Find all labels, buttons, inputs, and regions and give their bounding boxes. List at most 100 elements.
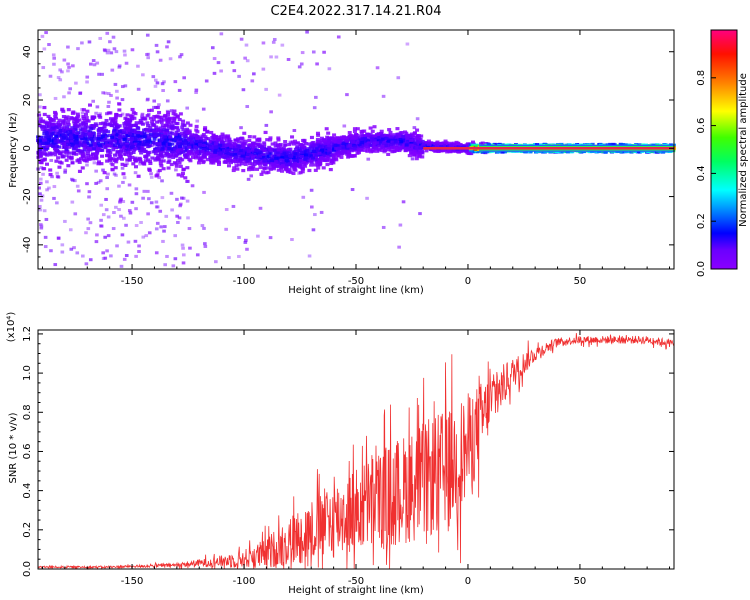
spectrogram-band-pixel — [114, 146, 119, 150]
spectrogram-noise-pixel — [153, 84, 158, 88]
spectrogram-band-pixel — [268, 157, 273, 161]
spectrogram-band-pixel — [226, 134, 231, 138]
spectrogram-band-pixel — [122, 130, 127, 134]
spectrogram-band-pixel — [96, 162, 101, 166]
spectrogram-band-pixel — [294, 150, 299, 154]
spectrogram-band-pixel — [74, 152, 79, 156]
spectrogram-band-pixel — [291, 142, 296, 146]
spectrogram-band-pixel — [404, 131, 409, 135]
spectrogram-noise-pixel — [397, 245, 401, 249]
spectrogram-band-pixel — [129, 151, 134, 155]
spectrogram-noise-pixel — [87, 195, 91, 199]
spectrogram-noise-pixel — [165, 99, 170, 103]
spectrogram-noise-pixel — [350, 188, 355, 192]
spectrogram-band-pixel — [98, 115, 103, 119]
spectrogram-band-pixel — [113, 119, 118, 123]
spectrogram-band-pixel — [284, 163, 289, 167]
spectrogram-band-pixel — [175, 149, 180, 153]
spectrogram-band-pixel — [492, 142, 497, 147]
spectrogram-noise-pixel — [415, 117, 420, 121]
spectrogram-noise-pixel — [44, 31, 48, 35]
spectrogram-band-pixel — [205, 142, 210, 146]
spectrogram-band-pixel — [397, 132, 402, 136]
spectrogram-band-pixel — [92, 143, 97, 147]
spectrogram-band-pixel — [252, 135, 257, 139]
spectrogram-band-pixel — [132, 123, 137, 127]
spectrogram-band-pixel — [618, 142, 623, 147]
spectrogram-noise-pixel — [120, 85, 125, 89]
spectrogram-band-pixel — [302, 140, 307, 144]
spectrogram-band-pixel — [152, 129, 157, 133]
spectrogram-band-pixel — [372, 125, 377, 129]
spectrogram-band-pixel — [150, 156, 155, 160]
spectrogram-band-pixel — [225, 154, 230, 158]
spectrogram-band-pixel — [47, 132, 52, 136]
spectrogram-noise-pixel — [63, 168, 68, 172]
spectrogram-band-pixel — [72, 133, 77, 138]
spectrogram-band-pixel — [177, 144, 182, 149]
spectrogram-band-pixel — [121, 142, 126, 146]
spectrogram-noise-pixel — [307, 254, 312, 258]
spectrogram-band-pixel — [356, 136, 361, 140]
spectrogram-band-pixel — [122, 137, 127, 141]
spectrogram-band-pixel — [398, 134, 403, 138]
spectrogram-band-pixel — [347, 134, 352, 138]
spectrogram-noise-pixel — [105, 51, 110, 55]
spectrogram-band-pixel — [147, 150, 152, 155]
spectrogram-band-pixel — [165, 135, 170, 140]
spectrogram-band-pixel — [111, 157, 116, 161]
spectrogram-band-pixel — [157, 145, 162, 149]
spectrogram-band-pixel — [106, 130, 111, 134]
spectrogram-noise-pixel — [219, 69, 223, 73]
spectrogram-noise-pixel — [94, 181, 98, 185]
spectrogram-band-pixel — [91, 152, 96, 156]
spectrogram-band-pixel — [325, 154, 330, 158]
spectrogram-band-pixel — [431, 144, 436, 148]
spectrogram-band-pixel — [54, 122, 59, 126]
spectrogram-band-pixel — [315, 157, 320, 161]
spectrogram-band-pixel — [146, 124, 151, 128]
spectrogram-band-pixel — [221, 140, 226, 144]
spectrogram-noise-pixel — [164, 214, 169, 218]
spectrogram-band-pixel — [436, 149, 441, 154]
spectrogram-noise-pixel — [115, 244, 119, 248]
spectrogram-noise-pixel — [39, 198, 44, 202]
spectrogram-band-pixel — [156, 155, 161, 160]
spectrogram-band-pixel — [412, 143, 417, 147]
spectrogram-band-pixel — [183, 154, 188, 158]
spectrogram-band-pixel — [145, 121, 150, 125]
spectrogram-noise-pixel — [40, 194, 45, 198]
spectrogram-band-pixel — [326, 131, 331, 135]
spectrogram-band-pixel — [130, 114, 135, 118]
spectrogram-band-pixel — [133, 165, 138, 169]
spectrogram-band-pixel — [417, 141, 422, 145]
spectrogram-noise-pixel — [144, 234, 149, 238]
spectrogram-noise-pixel — [237, 74, 241, 78]
spectrogram-band-pixel — [386, 152, 391, 156]
spectrogram-noise-pixel — [202, 190, 206, 194]
spectrogram-band-pixel — [267, 149, 272, 153]
spectrogram-band-pixel — [123, 163, 128, 167]
spectrogram-noise-pixel — [75, 184, 80, 188]
spectrogram-band-pixel — [219, 137, 224, 141]
spectrogram-band-pixel — [108, 133, 113, 138]
spectrogram-band-pixel — [247, 168, 252, 172]
spectrogram-band-pixel — [416, 139, 421, 143]
spectrogram-band-pixel — [169, 120, 174, 124]
spectrogram-noise-pixel — [121, 200, 126, 204]
spectrogram-band-pixel — [262, 159, 267, 163]
spectrogram-band-pixel — [411, 134, 416, 138]
spectrogram-band-pixel — [295, 163, 300, 167]
spectrogram-noise-pixel — [130, 48, 135, 52]
spectrogram-noise-pixel — [314, 95, 318, 99]
spectrogram-band-pixel — [146, 136, 151, 140]
spectrogram-noise-pixel — [180, 243, 185, 247]
spectrogram-band-pixel — [250, 166, 255, 170]
spectrogram-noise-pixel — [58, 68, 63, 72]
spectrogram-band-pixel — [75, 112, 80, 116]
spectrogram-noise-pixel — [115, 96, 119, 100]
spectrogram-band-pixel — [364, 143, 369, 147]
spectrogram-band-pixel — [111, 130, 116, 135]
spectrogram-band-pixel — [362, 134, 367, 138]
spectrogram-band-pixel — [84, 116, 89, 120]
